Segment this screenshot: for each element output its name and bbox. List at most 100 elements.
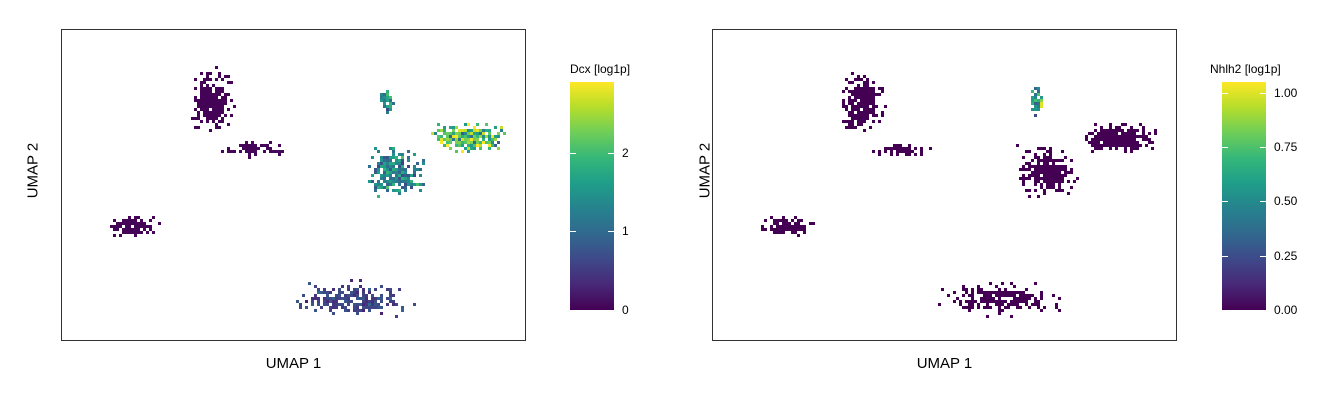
data-point xyxy=(1097,138,1100,141)
data-point xyxy=(362,288,365,291)
data-point xyxy=(1019,306,1022,309)
data-point xyxy=(485,129,488,132)
data-point xyxy=(977,291,980,294)
data-point xyxy=(203,81,206,84)
data-point xyxy=(197,102,200,105)
data-point xyxy=(458,144,461,147)
data-point xyxy=(371,174,374,177)
data-point xyxy=(1043,165,1046,168)
data-point xyxy=(335,297,338,300)
data-point xyxy=(488,129,491,132)
data-point xyxy=(1022,165,1025,168)
data-point xyxy=(443,129,446,132)
data-point xyxy=(1031,90,1034,93)
data-point xyxy=(317,300,320,303)
data-point xyxy=(1037,162,1040,165)
data-point xyxy=(1025,162,1028,165)
data-point xyxy=(1019,291,1022,294)
data-point xyxy=(809,222,812,225)
data-point xyxy=(218,108,221,111)
data-point xyxy=(1031,171,1034,174)
colorbar-tick-label: 0.75 xyxy=(1274,140,1298,154)
data-point xyxy=(965,291,968,294)
data-point xyxy=(869,108,872,111)
data-point xyxy=(863,102,866,105)
data-point xyxy=(407,156,410,159)
data-point xyxy=(1037,177,1040,180)
data-point xyxy=(1103,135,1106,138)
data-point xyxy=(893,144,896,147)
data-point xyxy=(1037,171,1040,174)
data-point xyxy=(1034,153,1037,156)
data-point xyxy=(200,120,203,123)
data-point xyxy=(794,228,797,231)
data-point xyxy=(356,306,359,309)
data-point xyxy=(200,108,203,111)
data-point xyxy=(992,297,995,300)
data-point xyxy=(341,291,344,294)
data-point xyxy=(371,180,374,183)
data-point xyxy=(977,303,980,306)
data-point xyxy=(977,306,980,309)
data-point xyxy=(1007,303,1010,306)
data-point xyxy=(383,162,386,165)
data-point xyxy=(857,108,860,111)
data-point xyxy=(1133,144,1136,147)
data-point xyxy=(209,99,212,102)
data-point xyxy=(857,102,860,105)
data-point xyxy=(212,120,215,123)
data-point xyxy=(215,87,218,90)
data-point xyxy=(962,306,965,309)
data-point xyxy=(1010,282,1013,285)
data-point xyxy=(464,147,467,150)
data-point xyxy=(1022,291,1025,294)
data-point xyxy=(1016,297,1019,300)
data-point xyxy=(212,102,215,105)
data-point xyxy=(452,135,455,138)
data-point xyxy=(866,90,869,93)
data-point xyxy=(215,117,218,120)
data-point xyxy=(1007,294,1010,297)
data-point xyxy=(386,303,389,306)
data-point xyxy=(1004,288,1007,291)
data-point xyxy=(1133,132,1136,135)
data-point xyxy=(206,84,209,87)
data-point xyxy=(377,183,380,186)
data-point xyxy=(803,231,806,234)
data-point xyxy=(1037,108,1040,111)
data-point xyxy=(863,75,866,78)
data-point xyxy=(206,99,209,102)
data-point xyxy=(374,168,377,171)
data-point xyxy=(779,219,782,222)
data-point xyxy=(1151,141,1154,144)
data-point xyxy=(854,108,857,111)
data-point xyxy=(440,135,443,138)
data-point xyxy=(389,108,392,111)
data-point xyxy=(392,180,395,183)
data-point xyxy=(971,297,974,300)
data-point xyxy=(866,93,869,96)
data-point xyxy=(380,165,383,168)
data-point xyxy=(872,150,875,153)
data-point xyxy=(941,288,944,291)
data-point xyxy=(134,231,137,234)
data-point xyxy=(866,87,869,90)
data-point xyxy=(773,231,776,234)
data-point xyxy=(860,114,863,117)
data-point xyxy=(341,285,344,288)
data-point xyxy=(845,120,848,123)
data-point xyxy=(467,132,470,135)
data-point xyxy=(197,126,200,129)
data-point xyxy=(1049,156,1052,159)
data-point xyxy=(1085,135,1088,138)
data-point xyxy=(1034,168,1037,171)
data-point xyxy=(968,294,971,297)
data-point xyxy=(248,150,251,153)
colorbar-tick-label: 0.00 xyxy=(1274,303,1298,317)
data-point xyxy=(149,228,152,231)
data-point xyxy=(851,120,854,123)
data-point xyxy=(215,96,218,99)
data-point xyxy=(791,225,794,228)
data-point xyxy=(785,225,788,228)
data-point xyxy=(218,93,221,96)
